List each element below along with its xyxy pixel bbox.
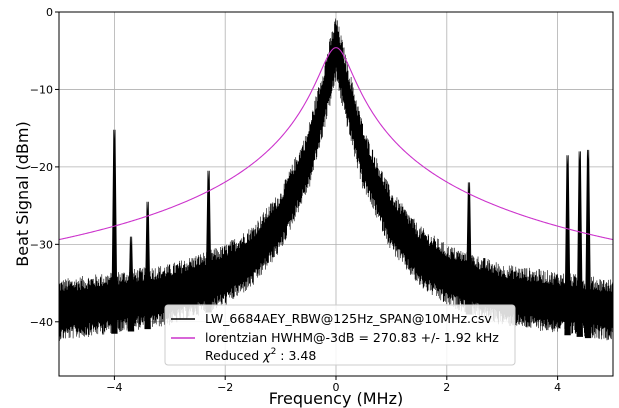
chi2-symbol: χ xyxy=(262,348,271,363)
spur-peak xyxy=(576,151,583,337)
y-tick-label: 0 xyxy=(46,6,53,19)
measured-spectrum-trace xyxy=(59,18,613,342)
reduced-chi2-annotation: Reduced χ2 : 3.48 xyxy=(205,347,316,363)
legend: LW_6684AEY_RBW@125Hz_SPAN@10MHz.csv lore… xyxy=(164,304,516,366)
y-tick-label: −10 xyxy=(30,83,53,96)
chi2-value: : 3.48 xyxy=(276,348,316,363)
legend-label-fit: lorentzian HWHM@-3dB = 270.83 +/- 1.92 k… xyxy=(205,330,499,345)
y-axis-label: Beat Signal (dBm) xyxy=(13,121,32,266)
x-tick-label: 4 xyxy=(554,381,561,394)
spur-peak xyxy=(111,129,118,334)
x-tick-label: 0 xyxy=(333,381,340,394)
chi2-prefix: Reduced xyxy=(205,348,263,363)
y-tick-label: −20 xyxy=(30,161,53,174)
spur-peak xyxy=(144,201,151,330)
legend-label-measured: LW_6684AEY_RBW@125Hz_SPAN@10MHz.csv xyxy=(205,311,492,326)
spur-peak xyxy=(584,149,592,339)
y-tick-label: −40 xyxy=(30,316,53,329)
y-tick-label: −30 xyxy=(30,238,53,251)
legend-box xyxy=(164,304,516,366)
x-axis-label: Frequency (MHz) xyxy=(269,389,403,408)
spur-peak xyxy=(564,155,571,336)
x-tick-label: 2 xyxy=(443,381,450,394)
x-tick-label: −2 xyxy=(217,381,233,394)
x-tick-label: −4 xyxy=(106,381,122,394)
lorentzian-fit-curve xyxy=(59,47,613,241)
chi2-superscript: 2 xyxy=(271,347,277,357)
data-layer xyxy=(59,18,613,342)
ticks: −4 −2 0 2 40−10−20−30−40 xyxy=(30,6,561,394)
spur-peak xyxy=(127,236,135,332)
